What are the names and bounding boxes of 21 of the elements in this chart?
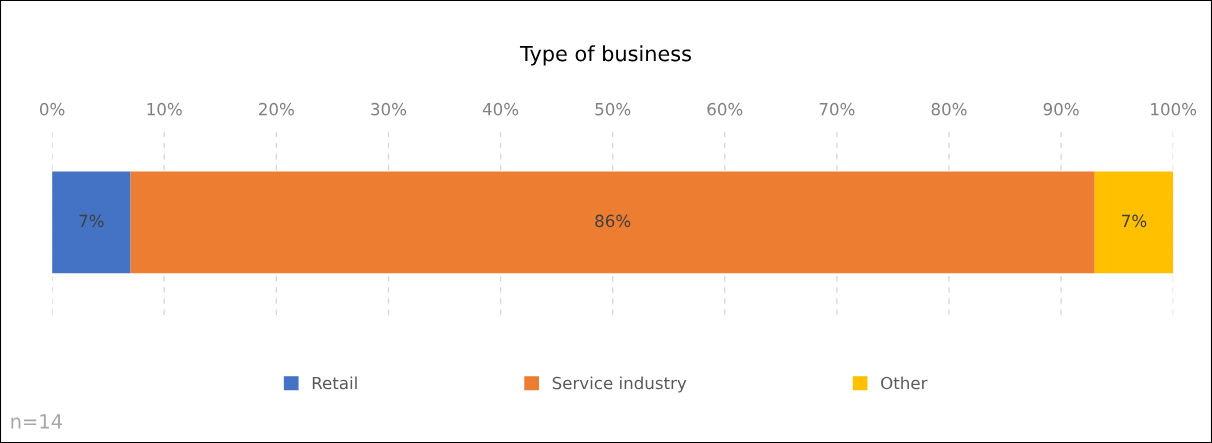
x-tick-label: 60% [707, 102, 743, 116]
legend-label: Service industry [552, 376, 687, 393]
text: n=14 [11, 414, 62, 429]
x-tick-label: 100% [1151, 102, 1197, 116]
x-tick-label: 80% [931, 102, 967, 116]
bar [1094, 171, 1174, 274]
x-tick-label: 20% [259, 102, 294, 116]
x-tick-label: 40% [482, 102, 519, 116]
x-tick-label: 10% [147, 102, 182, 116]
x-tick-label: 0% [39, 102, 65, 116]
data-label: 86% [595, 214, 631, 228]
legend-label: Retail [312, 376, 357, 390]
legend-label: Other [881, 376, 928, 390]
data-label: 7% [1122, 214, 1147, 228]
x-tick-label: 70% [819, 102, 855, 116]
x-tick-label: 90% [1043, 102, 1079, 116]
x-tick-label: 30% [371, 102, 407, 116]
data-label: 7% [79, 214, 104, 228]
chart-title: Type of business [519, 45, 691, 66]
bar [52, 171, 131, 274]
x-tick-label: 50% [595, 102, 631, 116]
